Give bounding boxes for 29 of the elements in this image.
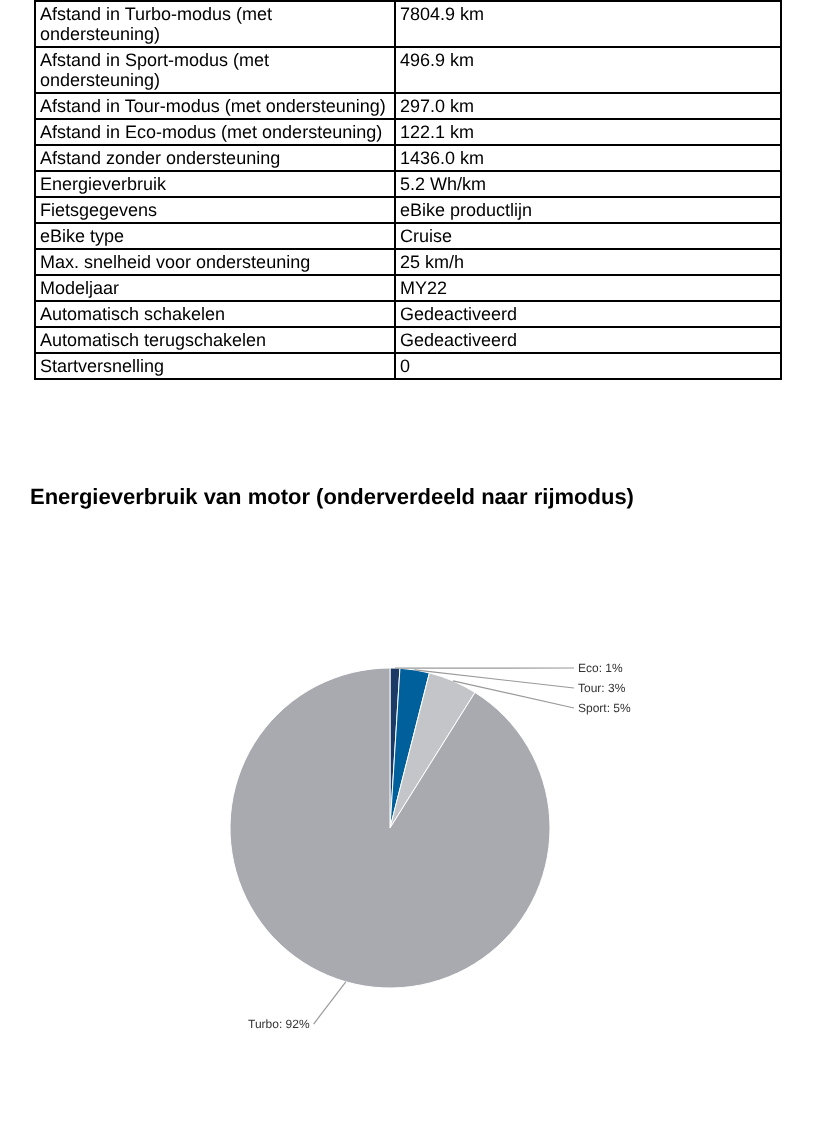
text: 5.2 Wh/km [396, 172, 782, 198]
text: Energieverbruik [36, 172, 396, 198]
text: 122.1 km [396, 120, 782, 146]
text: Modeljaar [36, 276, 396, 302]
text: Fietsgegevens [36, 198, 396, 224]
text: Afstand in Turbo-modus (met ondersteuning) [36, 2, 396, 48]
text: 297.0 km [396, 94, 782, 120]
chart-title: Energieverbruik van motor (onderverdeeld naar rijmodus) [30, 486, 635, 510]
text: MY22 [396, 276, 782, 302]
text: Gedeactiveerd [396, 302, 782, 328]
text: Startversnelling [36, 354, 396, 380]
text: 496.9 km [396, 48, 782, 94]
text: Automatisch schakelen [36, 302, 396, 328]
text: Cruise [396, 224, 782, 250]
text: Max. snelheid voor ondersteuning [36, 250, 396, 276]
text: Afstand in Eco-modus (met ondersteuning) [36, 120, 396, 146]
pie-slice [229, 667, 551, 989]
text: eBike type [36, 224, 396, 250]
text: Afstand in Tour-modus (met ondersteuning) [36, 94, 396, 120]
text: eBike productlijn [396, 198, 782, 224]
text: 0 [396, 354, 782, 380]
text: 7804.9 km [396, 2, 782, 48]
pie-slice [389, 672, 476, 829]
text: Automatisch terugschakelen [36, 328, 396, 354]
text: 25 km/h [396, 250, 782, 276]
text: Afstand in Sport-modus (met ondersteuning) [36, 48, 396, 94]
text: 1436.0 km [396, 146, 782, 172]
text: Afstand zonder ondersteuning [36, 146, 396, 172]
text: Gedeactiveerd [396, 328, 782, 354]
